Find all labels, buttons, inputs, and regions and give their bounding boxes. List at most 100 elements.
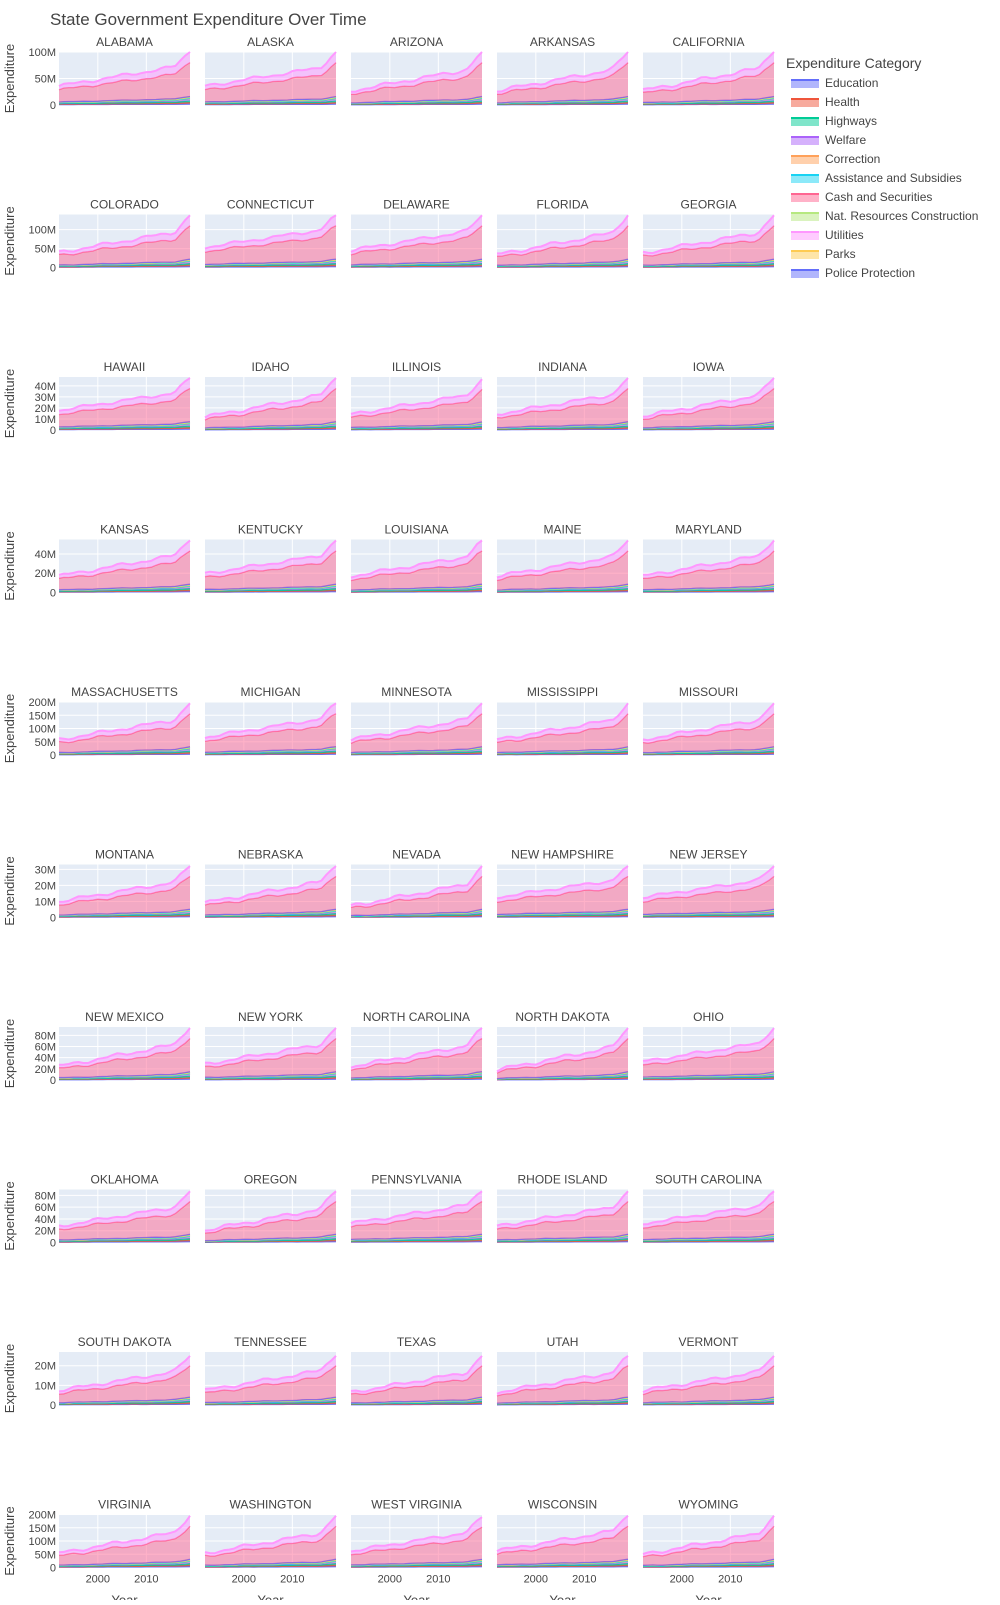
line-utilities: [58, 539, 191, 576]
facet-title: ILLINOIS: [392, 360, 441, 374]
facet-title: CONNECTICUT: [227, 198, 315, 212]
facet-title: IOWA: [693, 360, 725, 374]
facet-title: PENNSYLVANIA: [371, 1173, 461, 1187]
y-tick-label: 0: [50, 100, 56, 112]
x-tick-label: 2010: [426, 1574, 450, 1586]
area-cash-and-securities: [59, 713, 190, 753]
y-tick-label: 20M: [35, 1064, 56, 1076]
y-tick-label: 200M: [28, 697, 56, 709]
area-utilities: [643, 540, 774, 579]
area-utilities: [643, 1191, 774, 1228]
facet-title: NEBRASKA: [238, 848, 303, 862]
y-tick-label: 50M: [35, 244, 56, 256]
area-highways: [351, 913, 482, 917]
facet-panel: FLORIDA: [496, 198, 629, 268]
legend-swatch: [791, 213, 819, 221]
facet-title: WEST VIRGINIA: [371, 1498, 461, 1512]
area-utilities: [351, 866, 482, 908]
facet-title: MARYLAND: [675, 523, 742, 537]
line-utilities: [58, 1355, 191, 1393]
y-tick-label: 60M: [35, 1202, 56, 1214]
line-utilities: [58, 1027, 191, 1066]
facet-title: UTAH: [547, 1335, 579, 1349]
facet-title: NEW JERSEY: [669, 848, 747, 862]
y-tick-label: 40M: [35, 1053, 56, 1065]
y-tick-label: 40M: [35, 381, 56, 393]
facet-panel: NEW JERSEY: [642, 848, 775, 918]
legend-item: Education: [791, 76, 878, 90]
area-utilities: [497, 866, 628, 903]
area-utilities: [351, 1517, 482, 1555]
line-utilities: [496, 539, 629, 579]
facet-title: OHIO: [693, 1010, 724, 1024]
facet-panel: UTAH: [496, 1335, 629, 1406]
line-utilities: [496, 865, 629, 900]
area-utilities: [205, 215, 336, 253]
facet-title: SOUTH DAKOTA: [78, 1335, 172, 1349]
area-cash-and-securities: [351, 1365, 482, 1403]
facet-panel: CONNECTICUT: [204, 198, 337, 268]
facet-title: WISCONSIN: [528, 1498, 597, 1512]
line-utilities: [58, 377, 191, 412]
line-utilities: [350, 865, 483, 906]
line-utilities: [350, 1516, 483, 1553]
area-highways: [351, 1401, 482, 1405]
y-axis-title: Expenditure: [2, 856, 17, 925]
y-axis-title: Expenditure: [2, 1019, 17, 1088]
facet-panel: RHODE ISLAND: [496, 1173, 629, 1243]
facet-title: WASHINGTON: [229, 1498, 311, 1512]
y-tick-label: 100M: [28, 225, 56, 237]
y-tick-label: 20M: [35, 1226, 56, 1238]
x-tick-label: 2000: [86, 1574, 110, 1586]
line-utilities: [350, 51, 483, 93]
y-tick-label: 0: [50, 1075, 56, 1087]
y-tick-label: 50M: [35, 737, 56, 749]
facet-panel: DELAWARE: [350, 198, 483, 268]
line-utilities: [496, 51, 629, 93]
area-utilities: [59, 52, 190, 90]
facet-panel: OKLAHOMA: [58, 1173, 191, 1243]
line-utilities: [496, 1355, 629, 1395]
facet-title: COLORADO: [90, 198, 159, 212]
area-cash-and-securities: [205, 1526, 336, 1566]
legend-item: Cash and Securities: [791, 190, 932, 204]
line-utilities: [204, 865, 337, 903]
area-cash-and-securities: [59, 225, 190, 265]
facet-title: ARIZONA: [390, 35, 443, 49]
line-utilities: [642, 214, 775, 255]
line-utilities: [58, 865, 191, 903]
legend-item: Nat. Resources Construction: [791, 209, 978, 223]
facet-panel: NEW MEXICO: [58, 1010, 191, 1081]
area-cash-and-securities: [351, 62, 482, 103]
facet-title: MONTANA: [95, 848, 154, 862]
facet-title: DELAWARE: [383, 198, 449, 212]
legend-title: Expenditure Category: [786, 55, 921, 71]
facet-panel: CALIFORNIA: [642, 35, 775, 106]
area-utilities: [351, 379, 482, 418]
y-tick-label: 0: [50, 913, 56, 925]
area-cash-and-securities: [205, 225, 336, 265]
area-utilities: [59, 866, 190, 905]
facet-panel: ALASKA: [204, 35, 337, 106]
facet-title: KANSAS: [100, 523, 149, 537]
y-tick-label: 100M: [28, 47, 56, 59]
facet-panels: ALABAMA ALASKA ARIZONA ARKANSAS CALIFORNIA CO…: [58, 35, 775, 1568]
legend-swatch: [791, 251, 819, 259]
y-tick-label: 200M: [28, 1510, 56, 1522]
facet-panel: SOUTH DAKOTA: [58, 1335, 191, 1406]
facet-title: HAWAII: [104, 360, 146, 374]
facet-title: TENNESSEE: [234, 1335, 307, 1349]
facet-panel: MASSACHUSETTS: [58, 685, 191, 756]
area-cash-and-securities: [205, 388, 336, 428]
legend-swatch: [791, 232, 819, 240]
y-tick-label: 0: [50, 263, 56, 275]
legend-label: Education: [825, 76, 878, 90]
area-utilities: [643, 1028, 774, 1065]
area-cash-and-securities: [497, 388, 628, 428]
area-cash-and-securities: [643, 388, 774, 428]
facet-title: MASSACHUSETTS: [71, 685, 178, 699]
area-cash-and-securities: [351, 1038, 482, 1078]
line-utilities: [204, 539, 337, 574]
area-cash-and-securities: [497, 1526, 628, 1565]
